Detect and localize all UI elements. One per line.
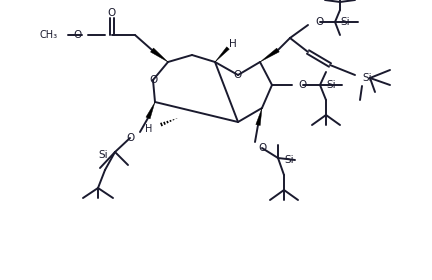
Text: Si: Si	[362, 73, 372, 83]
Text: O: O	[298, 80, 306, 90]
Polygon shape	[256, 108, 262, 125]
Text: O: O	[74, 30, 82, 40]
Text: Si: Si	[284, 155, 294, 165]
Text: Si: Si	[98, 150, 108, 160]
Text: O: O	[315, 17, 323, 27]
Text: CH₃: CH₃	[40, 30, 58, 40]
Text: Si: Si	[340, 17, 349, 27]
Text: O: O	[108, 8, 116, 18]
Text: O: O	[258, 143, 266, 153]
Polygon shape	[215, 47, 229, 62]
Polygon shape	[146, 102, 155, 119]
Text: O: O	[127, 133, 135, 143]
Polygon shape	[150, 48, 168, 62]
Text: H: H	[229, 39, 237, 49]
Polygon shape	[260, 48, 279, 62]
Text: O: O	[149, 75, 157, 85]
Text: O: O	[234, 70, 242, 80]
Text: Si: Si	[326, 80, 336, 90]
Text: H: H	[145, 124, 152, 134]
